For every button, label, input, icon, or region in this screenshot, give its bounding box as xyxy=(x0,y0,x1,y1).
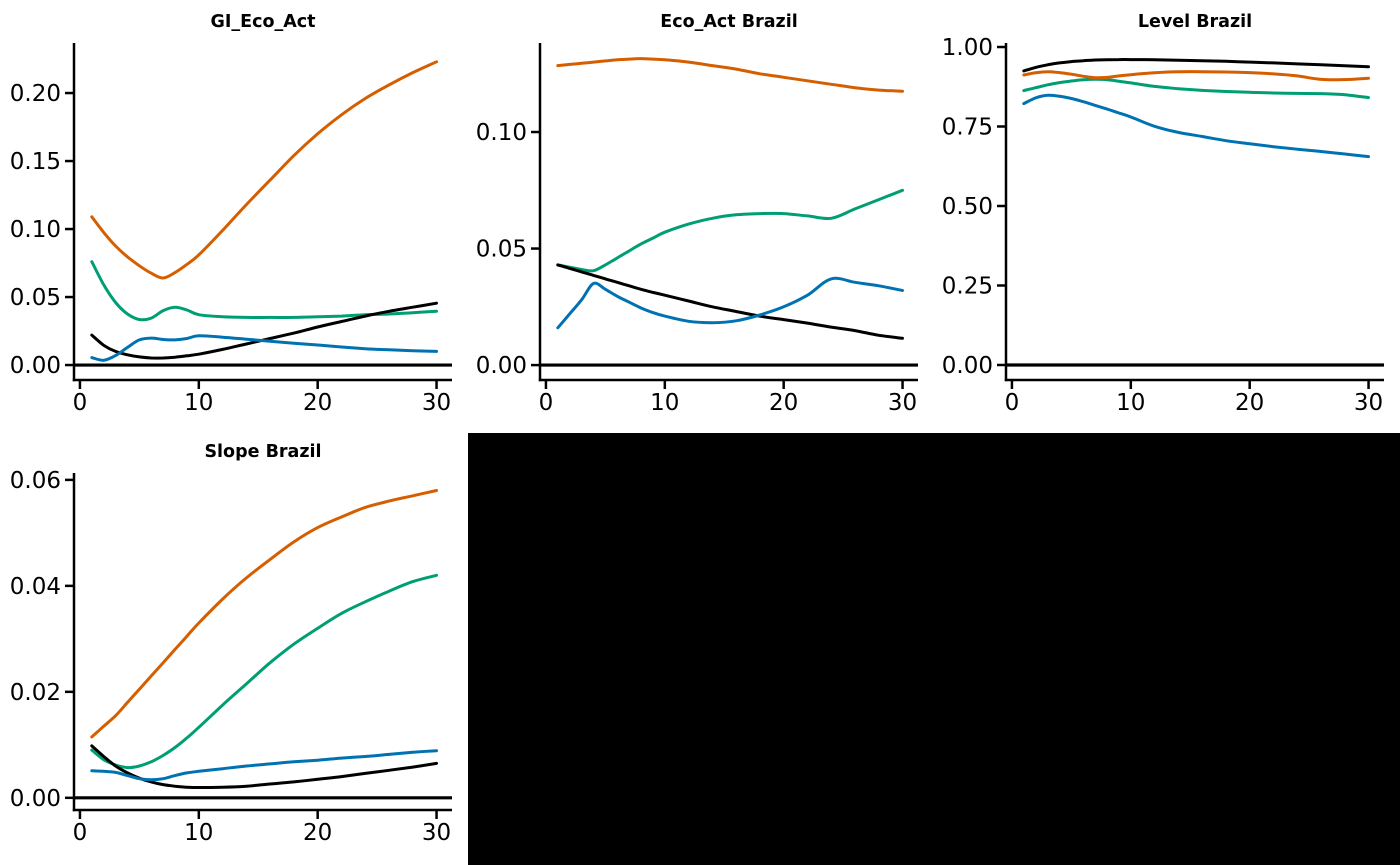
y-tick-label: 0.04 xyxy=(10,574,61,600)
x-tick-label: 0 xyxy=(73,820,88,846)
chart-title-gi-eco-act: GI_Eco_Act xyxy=(210,12,316,32)
chart-title-eco-act-brazil: Eco_Act Brazil xyxy=(660,12,798,32)
y-tick-label: 0.10 xyxy=(10,217,61,243)
y-tick-label: 0.06 xyxy=(10,468,61,494)
series-line-green xyxy=(90,260,438,322)
chart-plot-gi-eco-act: 0 10 20 30 0.00 0.05 0.10 0.15 0.20 xyxy=(10,43,452,416)
series-line-black xyxy=(1022,58,1370,73)
x-tick-label: 30 xyxy=(1354,390,1383,416)
x-tick-label: 10 xyxy=(1116,390,1145,416)
series-line-orange xyxy=(556,57,904,93)
chart-plot-level-brazil: 0 10 20 30 0.00 0.25 0.50 0.75 1.00 xyxy=(942,35,1384,416)
x-tick-label: 20 xyxy=(303,820,332,846)
x-tick-label: 30 xyxy=(888,390,917,416)
y-tick-label: 0.00 xyxy=(10,353,61,379)
series-line-blue xyxy=(556,276,904,330)
x-tick-label: 30 xyxy=(422,390,451,416)
x-tick-label: 10 xyxy=(184,820,213,846)
y-tick-label: 0.00 xyxy=(476,353,527,379)
series-line-black xyxy=(90,744,438,789)
y-tick-label: 0.50 xyxy=(942,194,993,220)
chart-title-level-brazil: Level Brazil xyxy=(1137,12,1253,32)
x-tick-label: 0 xyxy=(539,390,554,416)
series-line-green xyxy=(1022,77,1370,100)
y-tick-label: 0.00 xyxy=(942,353,993,379)
x-tick-label: 20 xyxy=(303,390,332,416)
x-tick-label: 0 xyxy=(73,390,88,416)
series-line-orange xyxy=(1022,70,1370,82)
x-tick-label: 0 xyxy=(1005,390,1020,416)
chart-slope-brazil: Slope Brazil 0 10 20 30 0.00 0.02 0.04 0.06 xyxy=(0,430,466,865)
y-tick-label: 0.05 xyxy=(10,285,61,311)
black-panel xyxy=(468,433,1400,865)
series-line-black xyxy=(556,263,904,340)
y-tick-label: 1.00 xyxy=(942,35,993,61)
series-line-green xyxy=(556,188,904,273)
y-tick-label: 0.05 xyxy=(476,237,527,263)
series-line-orange xyxy=(90,60,438,280)
y-tick-label: 0.25 xyxy=(942,273,993,299)
chart-plot-slope-brazil: 0 10 20 30 0.00 0.02 0.04 0.06 xyxy=(10,468,452,846)
chart-level-brazil: Level Brazil 0 10 20 30 0.00 0.25 0.50 0.75 1.00 xyxy=(932,0,1400,430)
x-tick-label: 20 xyxy=(769,390,798,416)
series-line-blue xyxy=(90,749,438,782)
y-tick-label: 0.75 xyxy=(942,115,993,141)
x-tick-label: 10 xyxy=(184,390,213,416)
series-line-green xyxy=(90,573,438,770)
series-line-black xyxy=(90,301,438,360)
y-tick-label: 0.00 xyxy=(10,786,61,812)
series-line-blue xyxy=(1022,93,1370,159)
y-tick-label: 0.15 xyxy=(10,149,61,175)
chart-eco-act-brazil: Eco_Act Brazil 0 10 20 30 0.00 0.05 0.10 xyxy=(466,0,932,430)
chart-title-slope-brazil: Slope Brazil xyxy=(204,442,322,462)
x-tick-label: 20 xyxy=(1235,390,1264,416)
chart-plot-eco-act-brazil: 0 10 20 30 0.00 0.05 0.10 xyxy=(476,43,918,416)
y-tick-label: 0.10 xyxy=(476,120,527,146)
series-line-blue xyxy=(90,334,438,362)
chart-gi-eco-act: GI_Eco_Act 0 10 20 30 0.00 0.05 0.10 0.15 0.20 xyxy=(0,0,466,430)
x-tick-label: 30 xyxy=(422,820,451,846)
y-tick-label: 0.20 xyxy=(10,81,61,107)
series-line-orange xyxy=(90,489,438,739)
y-tick-label: 0.02 xyxy=(10,680,61,706)
x-tick-label: 10 xyxy=(650,390,679,416)
